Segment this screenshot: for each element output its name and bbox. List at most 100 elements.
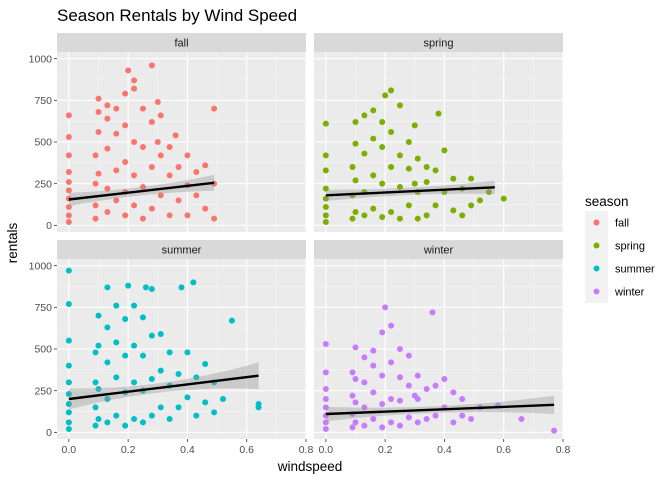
- data-point: [414, 396, 421, 402]
- data-point: [349, 369, 356, 376]
- data-point: [349, 164, 356, 170]
- facet-fall: fall 0 250 500 750 1000: [29, 33, 307, 232]
- x-tick-label: 0.8: [299, 444, 314, 456]
- data-point: [157, 404, 164, 411]
- data-point: [122, 422, 129, 429]
- data-point: [139, 215, 146, 222]
- data-point: [175, 371, 182, 377]
- data-point: [65, 152, 72, 159]
- data-point: [349, 215, 356, 222]
- data-point: [423, 179, 430, 185]
- facet-strip-label: spring: [424, 38, 454, 50]
- data-point: [65, 179, 72, 185]
- data-point: [468, 202, 475, 209]
- data-point: [65, 391, 72, 397]
- data-point: [459, 396, 466, 402]
- data-point: [322, 341, 329, 347]
- data-point: [157, 192, 164, 199]
- facet-strip-label: summer: [162, 245, 202, 257]
- data-point: [113, 302, 120, 309]
- data-point: [405, 352, 412, 359]
- data-point: [477, 197, 483, 204]
- data-point: [175, 164, 182, 170]
- x-tick-label: 0.6: [496, 444, 511, 456]
- data-point: [148, 412, 155, 419]
- data-point: [154, 99, 161, 105]
- data-point: [388, 209, 395, 215]
- x-tick-label: 0.8: [556, 444, 571, 456]
- data-point: [370, 205, 377, 212]
- y-tick-label: 500: [34, 344, 52, 356]
- data-point: [104, 419, 111, 426]
- data-point: [184, 152, 191, 159]
- data-point: [184, 212, 191, 219]
- data-point: [370, 107, 377, 114]
- confidence-band: [68, 362, 259, 410]
- data-point: [352, 119, 359, 125]
- data-point: [396, 215, 403, 222]
- data-point: [157, 367, 164, 374]
- data-point: [92, 215, 99, 222]
- data-point: [175, 197, 182, 204]
- x-tick-label: 0.4: [180, 444, 195, 456]
- data-point: [220, 396, 226, 402]
- data-point: [122, 159, 129, 165]
- legend-marker: [593, 265, 600, 272]
- data-point: [352, 177, 359, 184]
- data-point: [65, 204, 72, 210]
- data-point: [388, 419, 395, 426]
- data-point: [361, 212, 368, 219]
- legend-label: winter: [614, 287, 645, 299]
- data-point: [370, 416, 377, 422]
- x-tick-label: 0.0: [319, 444, 334, 456]
- data-point: [65, 219, 72, 225]
- legend-marker: [593, 219, 600, 226]
- chart-title: Season Rentals by Wind Speed: [57, 6, 297, 25]
- legend-label: spring: [615, 241, 645, 253]
- trend-line: [68, 374, 259, 401]
- data-point: [166, 416, 173, 422]
- data-point: [139, 352, 146, 359]
- facet-strip: [57, 240, 306, 259]
- data-point: [139, 184, 146, 190]
- x-tick-label: 0.2: [121, 444, 136, 456]
- facet-winter: winter 0.0 0.2 0.4 0.6 0.8: [314, 240, 570, 456]
- data-point: [255, 401, 262, 407]
- data-point: [154, 139, 161, 145]
- data-point: [139, 419, 146, 426]
- data-point: [131, 342, 138, 349]
- data-point: [202, 205, 209, 212]
- data-point: [405, 165, 412, 172]
- data-point: [361, 379, 368, 386]
- data-point: [131, 416, 138, 422]
- data-point: [396, 422, 403, 429]
- data-point: [432, 412, 439, 419]
- data-point: [370, 172, 377, 179]
- data-point: [95, 170, 102, 177]
- data-point: [414, 215, 421, 222]
- data-point: [322, 195, 329, 202]
- data-point: [202, 162, 209, 169]
- data-point: [414, 372, 421, 379]
- data-point: [166, 212, 173, 219]
- y-tick-label: 1000: [29, 53, 53, 65]
- data-point: [122, 122, 129, 129]
- data-point: [370, 135, 377, 142]
- data-point: [131, 85, 138, 92]
- data-point: [379, 401, 386, 407]
- data-point: [104, 324, 111, 331]
- data-point: [65, 212, 72, 219]
- y-tick-label: 750: [34, 302, 52, 314]
- data-point: [411, 180, 418, 187]
- x-tick-label: 0.4: [437, 444, 452, 456]
- data-point: [322, 185, 329, 192]
- facet-strip: [314, 240, 563, 259]
- data-point: [131, 172, 138, 179]
- data-point: [104, 185, 111, 192]
- data-point: [379, 329, 386, 336]
- data-point: [65, 362, 72, 369]
- data-point: [405, 382, 412, 389]
- facet-strip: [57, 33, 306, 52]
- data-point: [322, 404, 329, 411]
